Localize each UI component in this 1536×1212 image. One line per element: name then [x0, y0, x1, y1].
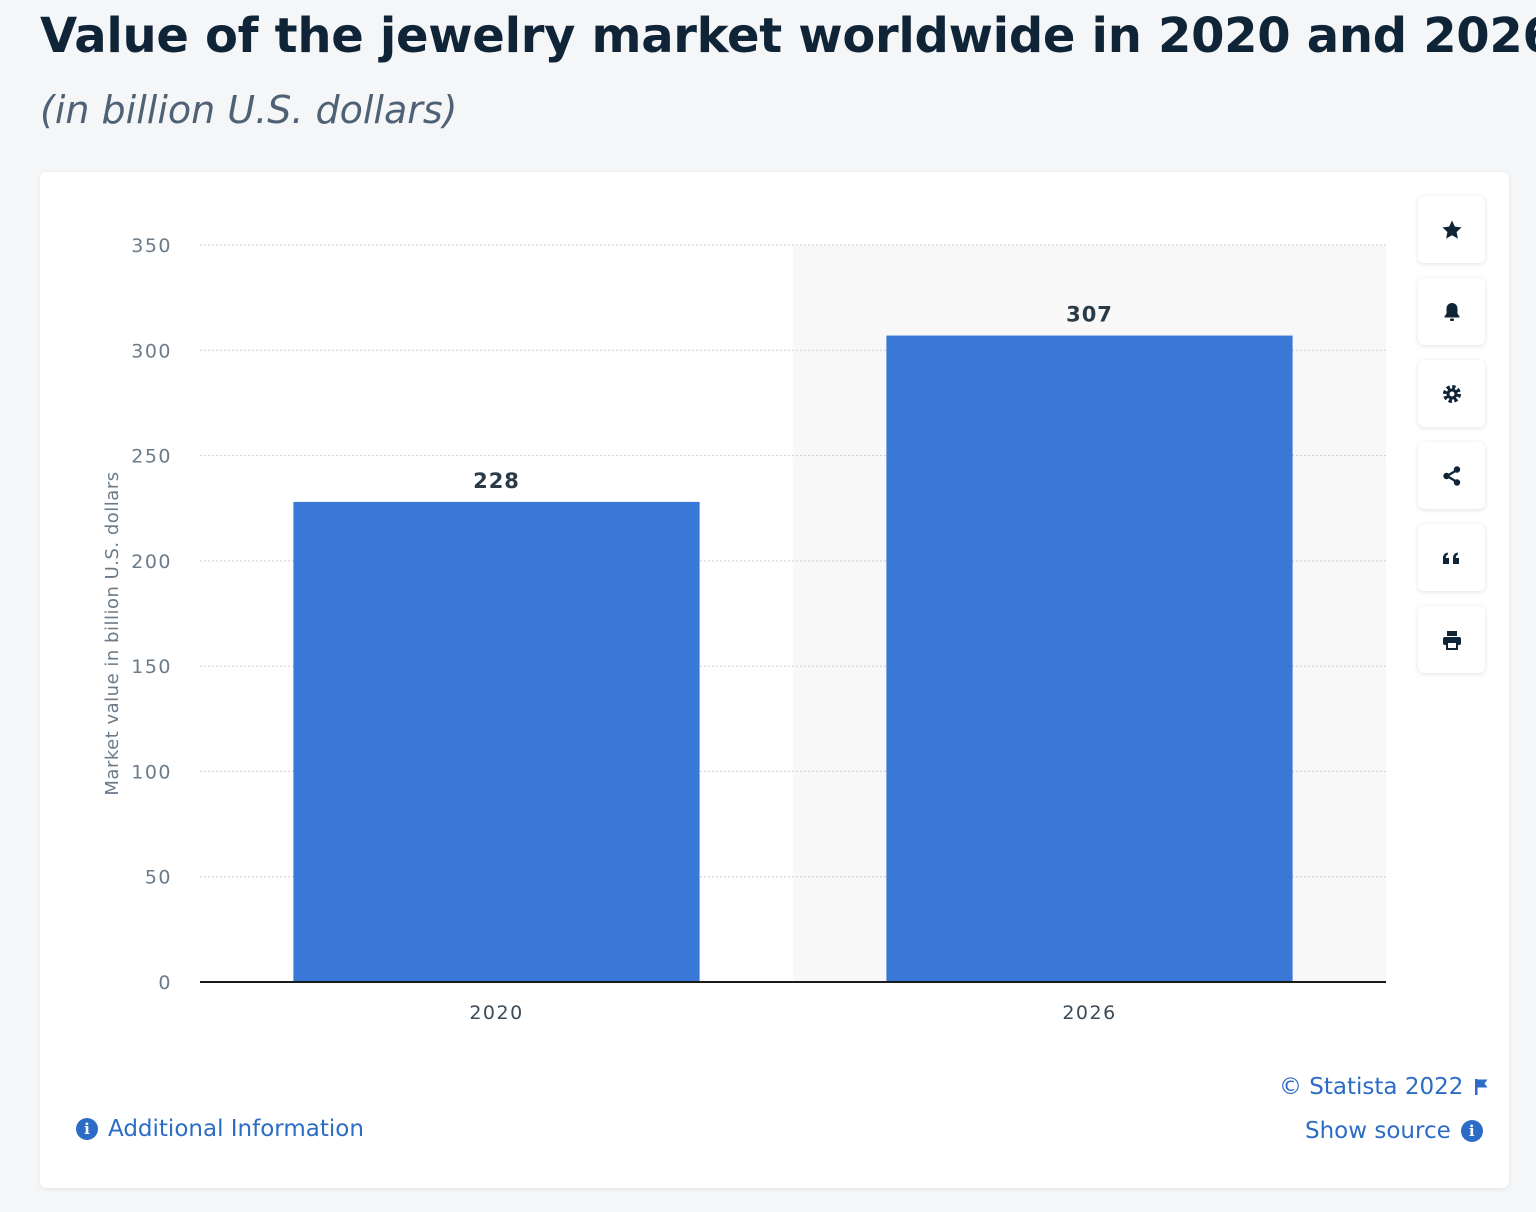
additional-information-label: Additional Information: [108, 1116, 364, 1142]
additional-information-link[interactable]: i Additional Information: [76, 1116, 364, 1142]
bar: [293, 501, 700, 982]
show-source-label: Show source: [1305, 1118, 1451, 1144]
show-source-link[interactable]: Show source i: [1305, 1118, 1483, 1144]
bell-icon: [1444, 302, 1459, 321]
y-tick-label: 0: [158, 972, 172, 994]
quote-icon: [1442, 552, 1459, 564]
print-button[interactable]: [1418, 606, 1485, 673]
favorite-button[interactable]: [1418, 196, 1485, 263]
notification-button[interactable]: [1418, 278, 1485, 345]
settings-button[interactable]: [1418, 360, 1485, 427]
flag-icon: [1475, 1079, 1488, 1095]
star-icon: [1442, 220, 1461, 239]
share-icon: [1442, 465, 1460, 486]
bar: [886, 335, 1293, 982]
x-tick-label: 2026: [1062, 1002, 1116, 1024]
y-tick-label: 250: [131, 446, 172, 468]
y-tick-label: 350: [131, 235, 172, 257]
page-title: Value of the jewelry market worldwide in…: [40, 8, 1536, 64]
y-tick-label: 300: [131, 340, 172, 362]
data-label: 307: [1066, 303, 1113, 327]
copyright-text: © Statista 2022: [1279, 1074, 1464, 1100]
cite-button[interactable]: [1418, 524, 1485, 591]
x-tick-label: 2020: [469, 1002, 523, 1024]
y-tick-label: 50: [145, 867, 172, 889]
y-axis-title: Market value in billion U.S. dollars: [102, 471, 123, 795]
page-subtitle: (in billion U.S. dollars): [40, 88, 458, 132]
share-button[interactable]: [1418, 442, 1485, 509]
info-icon: i: [76, 1118, 98, 1140]
y-tick-label: 200: [131, 551, 172, 573]
info-icon: i: [1460, 1120, 1483, 1142]
printer-icon: [1442, 630, 1461, 650]
bar-chart: 0 50 100 150 200 250 300 350 228 2020 307 2026 Marke…: [102, 235, 1386, 1024]
gear-icon: [1442, 384, 1461, 403]
chart-card: 0 50 100 150 200 250 300 350 228 2020 307 2026 Marke…: [40, 172, 1509, 1188]
y-tick-label: 100: [131, 761, 172, 783]
data-label: 228: [473, 469, 520, 493]
y-tick-label: 150: [131, 656, 172, 678]
copyright-link[interactable]: © Statista 2022: [1279, 1074, 1491, 1100]
